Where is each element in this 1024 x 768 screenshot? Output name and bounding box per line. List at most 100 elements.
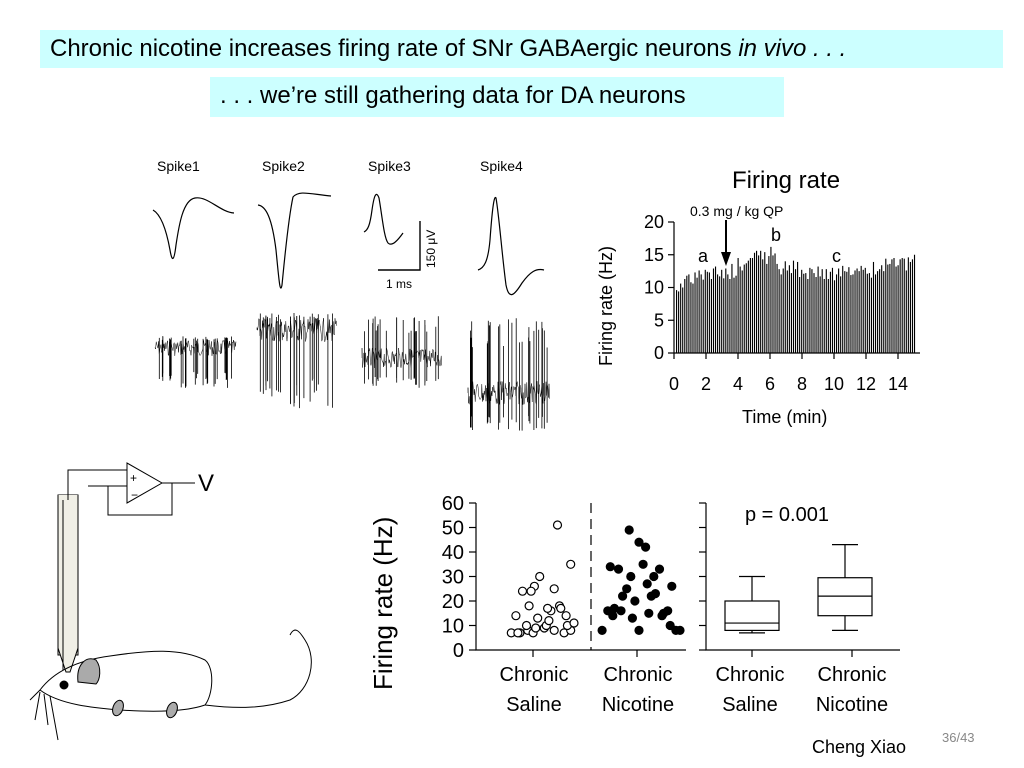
firing-bar — [811, 269, 813, 353]
amp-plus: + — [130, 471, 137, 485]
firing-bar — [712, 268, 715, 353]
firing-xtick-label: 2 — [701, 374, 711, 394]
mark-c: c — [832, 246, 841, 266]
firing-bar — [729, 278, 731, 353]
saline-point — [539, 623, 549, 633]
firing-bar — [907, 257, 909, 353]
box-cat1: Chronic Saline — [702, 660, 798, 720]
author: Cheng Xiao — [812, 737, 907, 757]
nicotine-point — [650, 588, 661, 599]
firing-bar — [784, 261, 786, 353]
saline-point — [506, 628, 516, 638]
firing-bar — [774, 253, 776, 353]
nicotine-point — [613, 564, 624, 574]
firing-bar — [700, 274, 702, 353]
saline-point — [523, 625, 533, 636]
firing-bar — [911, 259, 914, 353]
firing-ytick-label: 10 — [644, 278, 664, 298]
spike4-waveform — [477, 196, 545, 296]
amp-output-label: V — [198, 470, 214, 497]
firing-bar — [825, 269, 827, 353]
firing-bar — [858, 271, 860, 354]
firing-bar — [678, 291, 680, 353]
firing-bar — [877, 271, 879, 354]
firing-ytick-label: 15 — [644, 245, 664, 265]
title-banner: Chronic nicotine increases firing rate o… — [40, 30, 1003, 68]
saline-point — [511, 611, 521, 621]
trace-noise-1 — [154, 339, 237, 357]
nicotine-point — [638, 559, 648, 569]
firing-bar — [776, 263, 778, 353]
firing-bar — [792, 260, 795, 353]
firing-bar — [850, 275, 852, 353]
firing-bar — [827, 278, 829, 353]
scatter-ytick-label: 50 — [442, 518, 464, 540]
extracellular-traces — [154, 312, 550, 431]
saline-point — [533, 613, 543, 623]
firing-axis-lines — [673, 222, 920, 354]
firing-bar — [870, 277, 872, 353]
firing-bar — [706, 271, 708, 353]
firing-bar — [833, 280, 836, 353]
firing-bar — [893, 258, 895, 353]
firing-xtick-label: 4 — [733, 374, 743, 394]
saline-point — [515, 628, 525, 638]
firing-bar — [903, 258, 905, 353]
nicotine-point — [627, 613, 638, 623]
firing-bar — [727, 274, 729, 353]
scatter-ytick-label: 30 — [442, 567, 464, 589]
nicotine-point — [657, 611, 667, 621]
saline-point — [554, 601, 565, 611]
firing-bar — [790, 273, 792, 353]
firing-bar — [823, 278, 825, 353]
firing-bar — [821, 269, 823, 353]
firing-bar — [805, 273, 807, 353]
scale-time-label: 1 ms — [386, 277, 413, 291]
title-italic: in vivo . . . — [738, 35, 847, 62]
firing-bar — [881, 265, 883, 353]
firing-bar — [831, 267, 834, 353]
firing-bar — [747, 260, 749, 353]
firing-bar — [723, 278, 725, 353]
mouse-paw — [166, 701, 178, 719]
saline-point — [556, 603, 566, 614]
saline-point — [541, 620, 551, 631]
saline-point — [566, 559, 576, 569]
firing-bar — [762, 259, 764, 353]
firing-bar — [676, 290, 678, 353]
amp-minus: − — [131, 488, 138, 502]
firing-bar — [897, 265, 899, 353]
saline-point — [526, 586, 536, 596]
firing-bar — [883, 271, 885, 354]
firing-bar — [682, 287, 684, 353]
saline-point — [559, 628, 569, 638]
box-pvalue: p = 0.001 — [745, 504, 829, 526]
box-cat2-line2: Nicotine — [815, 694, 889, 716]
scatter-cat2: Chronic Nicotine — [590, 660, 686, 720]
spike4-label: Spike4 — [480, 158, 523, 174]
firing-bar — [864, 267, 866, 353]
firing-bar — [885, 258, 887, 353]
firing-bar — [737, 258, 739, 353]
nicotine-point — [667, 581, 677, 591]
firing-bar — [895, 266, 897, 353]
firing-bar — [782, 268, 784, 353]
firing-bar — [801, 269, 803, 353]
firing-bar — [836, 274, 838, 353]
firing-bar — [710, 278, 712, 353]
spike1-label: Spike1 — [157, 158, 200, 174]
firing-bar — [768, 256, 770, 353]
mark-a: a — [698, 246, 709, 266]
firing-bar — [690, 282, 692, 353]
firing-bar — [717, 274, 719, 353]
trace-spikes-3 — [364, 316, 439, 388]
saline-point — [529, 581, 540, 591]
spike3-label: Spike3 — [368, 158, 411, 174]
scatter-points — [506, 520, 685, 638]
firing-xtick-label: 12 — [856, 374, 876, 394]
firing-bar — [887, 264, 889, 353]
nicotine-point — [603, 606, 613, 616]
firing-xtick-label: 0 — [669, 374, 679, 394]
firing-bar — [874, 274, 877, 353]
firing-bar — [778, 269, 780, 353]
